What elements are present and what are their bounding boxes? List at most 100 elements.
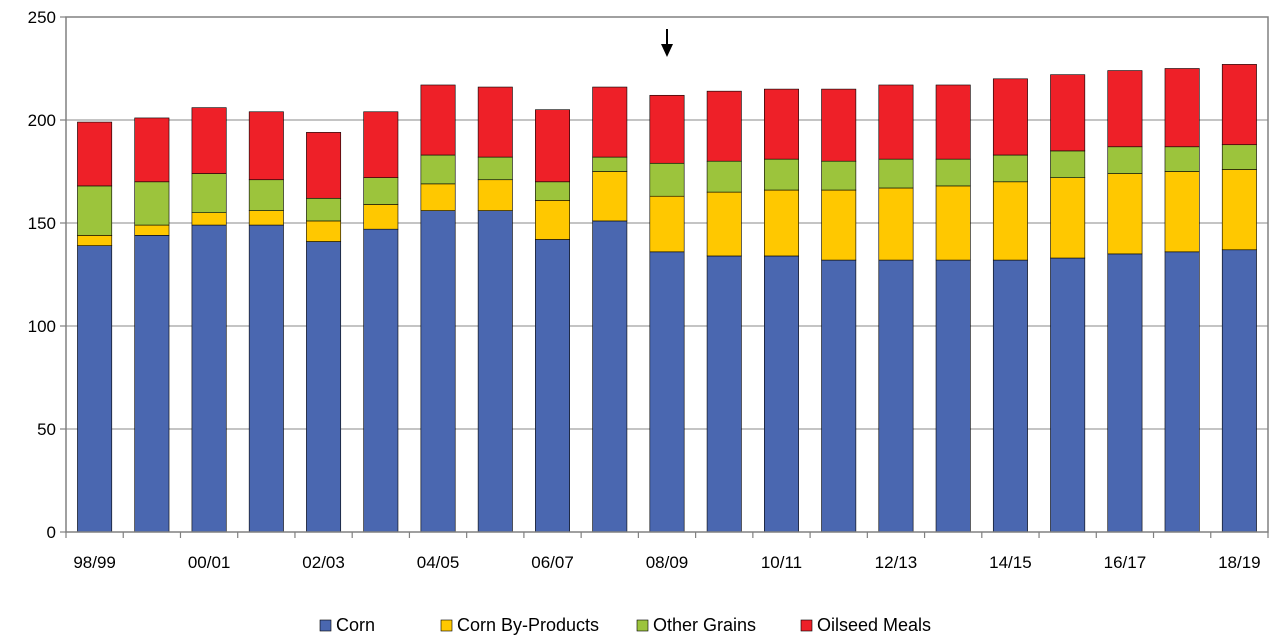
- legend-swatch: [800, 619, 813, 632]
- bar-segment-oilseed-meals: [649, 94, 685, 164]
- bar-segment-oilseed-meals: [77, 121, 113, 187]
- bar-segment-corn-by-products: [1221, 169, 1257, 251]
- bar-segment-corn: [77, 245, 113, 533]
- bar-segment-corn: [1164, 251, 1200, 533]
- bar-segment-corn: [477, 210, 513, 533]
- bar-segment-other-grains: [1221, 144, 1257, 170]
- bars: [77, 64, 1257, 533]
- bar-segment-oilseed-meals: [1107, 70, 1143, 148]
- bar-segment-other-grains: [477, 156, 513, 181]
- bar-segment-corn-by-products: [1050, 177, 1086, 259]
- x-tick-label: 18/19: [1218, 553, 1261, 572]
- bar-segment-oilseed-meals: [1050, 74, 1086, 152]
- bar-segment-corn: [363, 228, 399, 533]
- y-axis: 0 50 100 150 200 250: [28, 8, 66, 542]
- bar-segment-corn-by-products: [649, 195, 685, 253]
- bar-segment-corn-by-products: [935, 185, 971, 261]
- bar-segment-oilseed-meals: [420, 84, 456, 156]
- bar-segment-oilseed-meals: [363, 111, 399, 178]
- x-tick-label: 16/17: [1104, 553, 1147, 572]
- y-tick-label: 200: [28, 111, 56, 130]
- bar-segment-oilseed-meals: [992, 78, 1028, 156]
- bar-segment-corn-by-products: [134, 224, 170, 236]
- bar-segment-corn-by-products: [248, 210, 284, 226]
- bar-segment-corn-by-products: [878, 187, 914, 261]
- x-tick-label: 02/03: [302, 553, 345, 572]
- bar-segment-corn: [535, 239, 570, 533]
- x-tick-label: 10/11: [761, 553, 802, 572]
- x-tick-label: 06/07: [531, 553, 574, 572]
- bar-segment-other-grains: [134, 181, 170, 226]
- plot-area-frame: [65, 16, 1269, 533]
- legend-swatch: [319, 619, 332, 632]
- bar-segment-corn-by-products: [191, 212, 227, 226]
- bar-segment-other-grains: [821, 160, 857, 191]
- x-axis: 98/99 00/01 02/03 04/05 06/07 08/09 10/11 12/13…: [65, 532, 1269, 572]
- bar-segment-corn-by-products: [821, 189, 857, 261]
- bar-segment-other-grains: [878, 158, 914, 189]
- bar-segment-corn: [821, 259, 857, 533]
- legend-label: Oilseed Meals: [817, 615, 931, 635]
- bar-segment-oilseed-meals: [477, 86, 513, 158]
- bar-segment-other-grains: [649, 162, 685, 197]
- bar-segment-other-grains: [764, 158, 799, 191]
- bar-segment-other-grains: [363, 177, 399, 205]
- bar-segment-corn: [191, 224, 227, 533]
- bar-segment-other-grains: [248, 179, 284, 211]
- y-tick-label: 0: [47, 523, 56, 542]
- bar-segment-oilseed-meals: [592, 86, 628, 158]
- bar-segment-other-grains: [535, 181, 570, 201]
- bar-segment-corn: [1221, 249, 1257, 533]
- bar-segment-corn-by-products: [306, 220, 342, 242]
- legend: Corn Corn By-Products Other Grains Oilseed …: [319, 615, 931, 635]
- bar-segment-corn-by-products: [77, 235, 113, 246]
- bar-segment-corn: [764, 255, 799, 533]
- bar-segment-corn-by-products: [1164, 171, 1200, 253]
- bar-segment-corn-by-products: [363, 204, 399, 230]
- bar-segment-corn: [420, 210, 456, 533]
- x-tick-label: 12/13: [875, 553, 918, 572]
- bar-segment-corn: [592, 220, 628, 533]
- bar-segment-oilseed-meals: [1221, 64, 1257, 146]
- bar-segment-corn: [306, 241, 342, 533]
- bar-segment-corn: [134, 235, 170, 533]
- bar-segment-other-grains: [992, 154, 1028, 183]
- legend-swatch: [636, 619, 649, 632]
- bar-segment-oilseed-meals: [1164, 68, 1200, 148]
- bar-segment-corn: [1107, 253, 1143, 533]
- bar-segment-corn-by-products: [764, 189, 799, 257]
- legend-swatch: [440, 619, 453, 632]
- y-tick-label: 100: [28, 317, 56, 336]
- bar-segment-other-grains: [77, 185, 113, 236]
- bar-segment-other-grains: [420, 154, 456, 185]
- bar-segment-other-grains: [935, 158, 971, 187]
- legend-label: Other Grains: [653, 615, 756, 635]
- bar-segment-oilseed-meals: [878, 84, 914, 160]
- bar-segment-oilseed-meals: [191, 107, 227, 174]
- bar-segment-corn-by-products: [477, 179, 513, 211]
- bar-segment-other-grains: [1164, 146, 1200, 172]
- bar-segment-corn: [992, 259, 1028, 533]
- bar-segment-corn-by-products: [592, 171, 628, 222]
- bar-segment-oilseed-meals: [821, 88, 857, 162]
- bar-segment-corn-by-products: [1107, 173, 1143, 255]
- bar-segment-other-grains: [1050, 150, 1086, 178]
- bar-segment-corn: [248, 224, 284, 533]
- legend-label: Corn: [336, 615, 375, 635]
- bar-segment-corn: [935, 259, 971, 533]
- legend-label: Corn By-Products: [457, 615, 599, 635]
- bar-segment-corn: [706, 255, 742, 533]
- bar-segment-oilseed-meals: [306, 132, 342, 199]
- bar-segment-oilseed-meals: [764, 88, 799, 160]
- annotation-arrow: [661, 29, 673, 57]
- bar-segment-other-grains: [592, 156, 628, 172]
- bar-segment-corn-by-products: [706, 191, 742, 257]
- bar-segment-other-grains: [706, 160, 742, 193]
- x-tick-label: 98/99: [73, 553, 116, 572]
- bar-segment-corn: [878, 259, 914, 533]
- bar-segment-other-grains: [306, 197, 342, 222]
- bar-segment-oilseed-meals: [935, 84, 971, 160]
- x-tick-label: 08/09: [646, 553, 689, 572]
- x-tick-label: 14/15: [989, 553, 1032, 572]
